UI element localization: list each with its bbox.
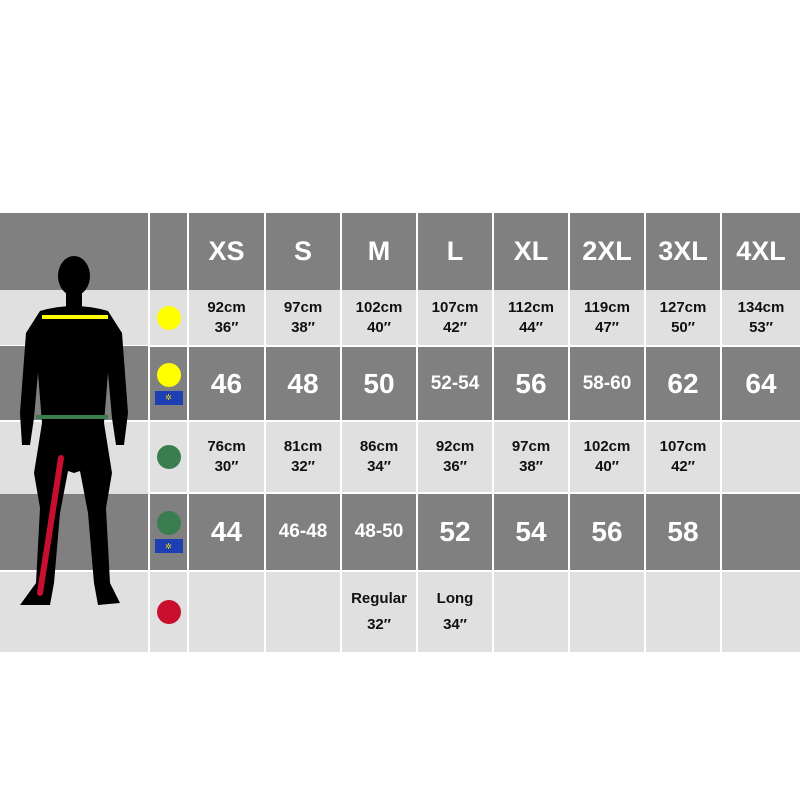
eu-flag-icon: ✲ bbox=[154, 390, 183, 405]
yellow-dot-icon bbox=[156, 305, 181, 330]
inseam-measure-line bbox=[37, 455, 64, 596]
cm-value: 127cm bbox=[659, 298, 707, 316]
cm-value: 119cm bbox=[584, 298, 630, 316]
cm-value: Regular bbox=[351, 590, 407, 607]
cm-value: 107cm bbox=[659, 438, 707, 455]
size-cell: Long 34″ bbox=[418, 572, 492, 652]
legend-cell-chest_eu: ✲ bbox=[150, 347, 187, 420]
size-cell: 48 bbox=[266, 347, 340, 420]
inch-value: 36″ bbox=[214, 318, 239, 336]
inch-value: 30″ bbox=[214, 458, 239, 475]
cm-value: 102cm bbox=[583, 438, 631, 455]
size-cell: 44 bbox=[189, 494, 264, 570]
size-cell bbox=[570, 572, 644, 652]
size-cell: 48-50 bbox=[342, 494, 416, 570]
cm-value: 97cm bbox=[511, 438, 551, 455]
legend-cell-chest bbox=[150, 290, 187, 345]
legend-cell-inseam bbox=[150, 572, 187, 652]
size-cell: 107cm 42″ bbox=[646, 422, 720, 492]
cm-value: 76cm bbox=[207, 438, 246, 455]
size-cell: 50 bbox=[342, 347, 416, 420]
size-cell: 56 bbox=[494, 347, 568, 420]
cm-value: 86cm bbox=[359, 438, 399, 455]
size-cell bbox=[722, 422, 800, 492]
inch-value: 50″ bbox=[671, 318, 695, 336]
size-cell: 127cm 50″ bbox=[646, 290, 720, 345]
inch-value: 34″ bbox=[367, 458, 391, 475]
cm-value: 102cm bbox=[355, 298, 403, 316]
size-header: S bbox=[266, 213, 340, 290]
size-cell: 56 bbox=[570, 494, 644, 570]
size-cell: 64 bbox=[722, 347, 800, 420]
green-dot-icon bbox=[156, 445, 181, 469]
size-cell: 112cm 44″ bbox=[494, 290, 568, 345]
eu-flag-icon: ✲ bbox=[154, 539, 183, 553]
size-cell: 62 bbox=[646, 347, 720, 420]
size-cell: 97cm 38″ bbox=[494, 422, 568, 492]
inch-value: 38″ bbox=[519, 458, 543, 475]
size-cell: 58-60 bbox=[570, 347, 644, 420]
size-cell bbox=[722, 572, 800, 652]
inch-value: 53″ bbox=[749, 318, 773, 336]
size-cell bbox=[189, 572, 264, 652]
red-dot-icon bbox=[156, 600, 181, 624]
size-cell: 92cm 36″ bbox=[189, 290, 264, 345]
inch-value: 32″ bbox=[291, 458, 315, 475]
size-cell bbox=[494, 572, 568, 652]
size-cell: 134cm 53″ bbox=[722, 290, 800, 345]
size-cell: 92cm 36″ bbox=[418, 422, 492, 492]
inch-value: 32″ bbox=[367, 616, 391, 633]
cm-value: Long bbox=[436, 590, 474, 607]
size-cell: 102cm 40″ bbox=[342, 290, 416, 345]
size-cell: 97cm 38″ bbox=[266, 290, 340, 345]
size-cell bbox=[722, 494, 800, 570]
yellow-dot-icon bbox=[156, 362, 181, 387]
size-header: 3XL bbox=[646, 213, 720, 290]
size-cell: Regular 32″ bbox=[342, 572, 416, 652]
inch-value: 42″ bbox=[443, 318, 467, 336]
legend-cell-waist bbox=[150, 422, 187, 492]
green-dot-icon bbox=[156, 511, 181, 535]
size-header: XS bbox=[189, 213, 264, 290]
size-cell: 54 bbox=[494, 494, 568, 570]
size-cell bbox=[266, 572, 340, 652]
inch-value: 38″ bbox=[291, 318, 315, 336]
inch-value: 36″ bbox=[443, 458, 467, 475]
inch-value: 34″ bbox=[443, 616, 467, 633]
inch-value: 47″ bbox=[595, 318, 619, 336]
cm-value: 107cm bbox=[431, 298, 479, 316]
cm-value: 81cm bbox=[283, 438, 323, 455]
size-cell: 86cm 34″ bbox=[342, 422, 416, 492]
legend-cell-waist_eu: ✲ bbox=[150, 494, 187, 570]
size-header: 2XL bbox=[570, 213, 644, 290]
size-cell: 58 bbox=[646, 494, 720, 570]
inch-value: 40″ bbox=[595, 458, 619, 475]
size-cell: 107cm 42″ bbox=[418, 290, 492, 345]
cm-value: 134cm bbox=[737, 298, 785, 316]
size-cell: 76cm 30″ bbox=[189, 422, 264, 492]
cm-value: 112cm bbox=[508, 298, 554, 316]
chest-measure-line bbox=[42, 315, 108, 319]
legend-cell-hdr bbox=[150, 213, 187, 290]
inch-value: 40″ bbox=[367, 318, 391, 336]
cm-value: 92cm bbox=[435, 438, 475, 455]
size-cell: 81cm 32″ bbox=[266, 422, 340, 492]
cm-value: 97cm bbox=[283, 298, 323, 316]
size-cell: 119cm 47″ bbox=[570, 290, 644, 345]
size-header: L bbox=[418, 213, 492, 290]
inch-value: 44″ bbox=[519, 318, 543, 336]
cm-value: 92cm bbox=[207, 298, 246, 316]
body-silhouette-figure bbox=[0, 213, 148, 652]
size-cell: 46-48 bbox=[266, 494, 340, 570]
waist-measure-line bbox=[36, 415, 108, 419]
size-cell: 52-54 bbox=[418, 347, 492, 420]
size-cell bbox=[646, 572, 720, 652]
size-cell: 46 bbox=[189, 347, 264, 420]
size-cell: 102cm 40″ bbox=[570, 422, 644, 492]
size-header: XL bbox=[494, 213, 568, 290]
size-header: 4XL bbox=[722, 213, 800, 290]
size-header: M bbox=[342, 213, 416, 290]
size-cell: 52 bbox=[418, 494, 492, 570]
inch-value: 42″ bbox=[671, 458, 695, 475]
